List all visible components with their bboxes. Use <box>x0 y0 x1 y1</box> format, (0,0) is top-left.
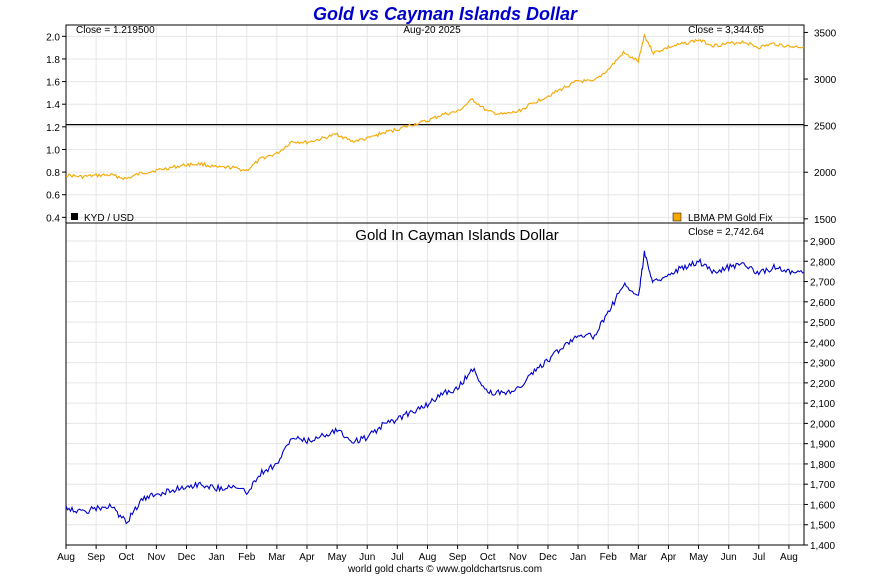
top-left-tick-label: 1.6 <box>46 78 60 89</box>
top-left-tick-label: 1.0 <box>46 145 60 156</box>
bottom-right-tick-label: 1,500 <box>810 521 835 532</box>
bottom-right-tick-label: 2,400 <box>810 338 835 349</box>
grid-layer <box>65 25 804 546</box>
bottom-right-tick-label: 2,300 <box>810 359 835 370</box>
x-tick-label: Sep <box>449 552 467 563</box>
top-right-tick-label: 1500 <box>814 215 837 226</box>
bottom-right-tick-label: 2,900 <box>810 237 835 248</box>
bottom-right-tick-label: 1,900 <box>810 440 835 451</box>
x-tick-label: Oct <box>480 552 496 563</box>
gold-kyd-line <box>65 250 804 525</box>
x-tick-label: Jul <box>752 552 765 563</box>
x-tick-label: Sep <box>87 552 105 563</box>
x-tick-label: May <box>328 552 347 563</box>
top-left-tick-label: 1.4 <box>46 100 60 111</box>
top-panel-frame <box>65 24 805 224</box>
x-tick-label: Dec <box>539 552 557 563</box>
top-right-tick-label: 3500 <box>814 28 837 39</box>
chart-title: Gold vs Cayman Islands Dollar <box>313 4 578 24</box>
top-left-tick-label: 0.6 <box>46 191 60 202</box>
bottom-right-tick-label: 2,000 <box>810 419 835 430</box>
bottom-right-tick-label: 2,600 <box>810 298 835 309</box>
legend-gold-swatch <box>672 212 682 222</box>
top-date: Aug-20 2025 <box>403 25 461 36</box>
x-tick-label: Feb <box>600 552 618 563</box>
x-tick-label: Apr <box>299 552 315 563</box>
bottom-right-tick-label: 1,800 <box>810 460 835 471</box>
x-tick-label: Jun <box>359 552 375 563</box>
top-right-tick-label: 2500 <box>814 122 837 133</box>
x-tick-label: Jun <box>721 552 737 563</box>
top-left-tick-label: 0.8 <box>46 168 60 179</box>
bottom-right-tick-label: 1,400 <box>810 541 835 552</box>
x-tick-label: Nov <box>509 552 527 563</box>
footer-credit: world gold charts © www.goldchartsrus.co… <box>347 564 542 575</box>
x-tick-label: Aug <box>57 552 75 563</box>
x-tick-label: Dec <box>178 552 196 563</box>
x-tick-label: Oct <box>118 552 134 563</box>
top-left-tick-label: 2.0 <box>46 32 60 43</box>
x-tick-label: Nov <box>147 552 165 563</box>
top-right-tick-label: 3000 <box>814 75 837 86</box>
bottom-right-tick-label: 2,500 <box>810 318 835 329</box>
bottom-right-tick-label: 2,200 <box>810 379 835 390</box>
top-left-tick-label: 0.4 <box>46 213 60 224</box>
bottom-panel-title: Gold In Cayman Islands Dollar <box>355 227 558 244</box>
x-tick-label: Apr <box>661 552 677 563</box>
gold-usd-line <box>65 33 805 181</box>
legend-fx-swatch <box>71 213 78 220</box>
tick-layer: Aug Sep Oct Nov Dec Jan Feb Mar Apr May Jun Jul Aug S… <box>46 28 837 563</box>
x-tick-label: Feb <box>238 552 256 563</box>
bottom-panel-frame <box>65 222 805 546</box>
x-tick-label: Jul <box>391 552 404 563</box>
top-left-tick-label: 1.8 <box>46 55 60 66</box>
bottom-close: Close = 2,742.64 <box>688 227 764 238</box>
top-right-tick-label: 2000 <box>814 168 837 179</box>
x-tick-label: Jan <box>570 552 586 563</box>
bottom-right-tick-label: 2,800 <box>810 257 835 268</box>
bottom-right-tick-label: 2,700 <box>810 278 835 289</box>
x-tick-label: May <box>689 552 708 563</box>
top-close-gold: Close = 3,344.65 <box>688 25 764 36</box>
legend-fx-label: KYD / USD <box>84 213 134 224</box>
bottom-right-tick-label: 2,100 <box>810 399 835 410</box>
legend-gold-label: LBMA PM Gold Fix <box>688 213 772 224</box>
x-tick-label: Mar <box>268 552 286 563</box>
x-tick-label: Jan <box>209 552 225 563</box>
bottom-right-tick-label: 1,600 <box>810 500 835 511</box>
bottom-right-tick-label: 1,700 <box>810 480 835 491</box>
series-layer <box>65 33 805 525</box>
x-tick-label: Aug <box>419 552 437 563</box>
x-tick-label: Aug <box>780 552 798 563</box>
top-close-fx: Close = 1.219500 <box>76 25 155 36</box>
x-tick-label: Mar <box>630 552 648 563</box>
top-left-tick-label: 1.2 <box>46 123 60 134</box>
